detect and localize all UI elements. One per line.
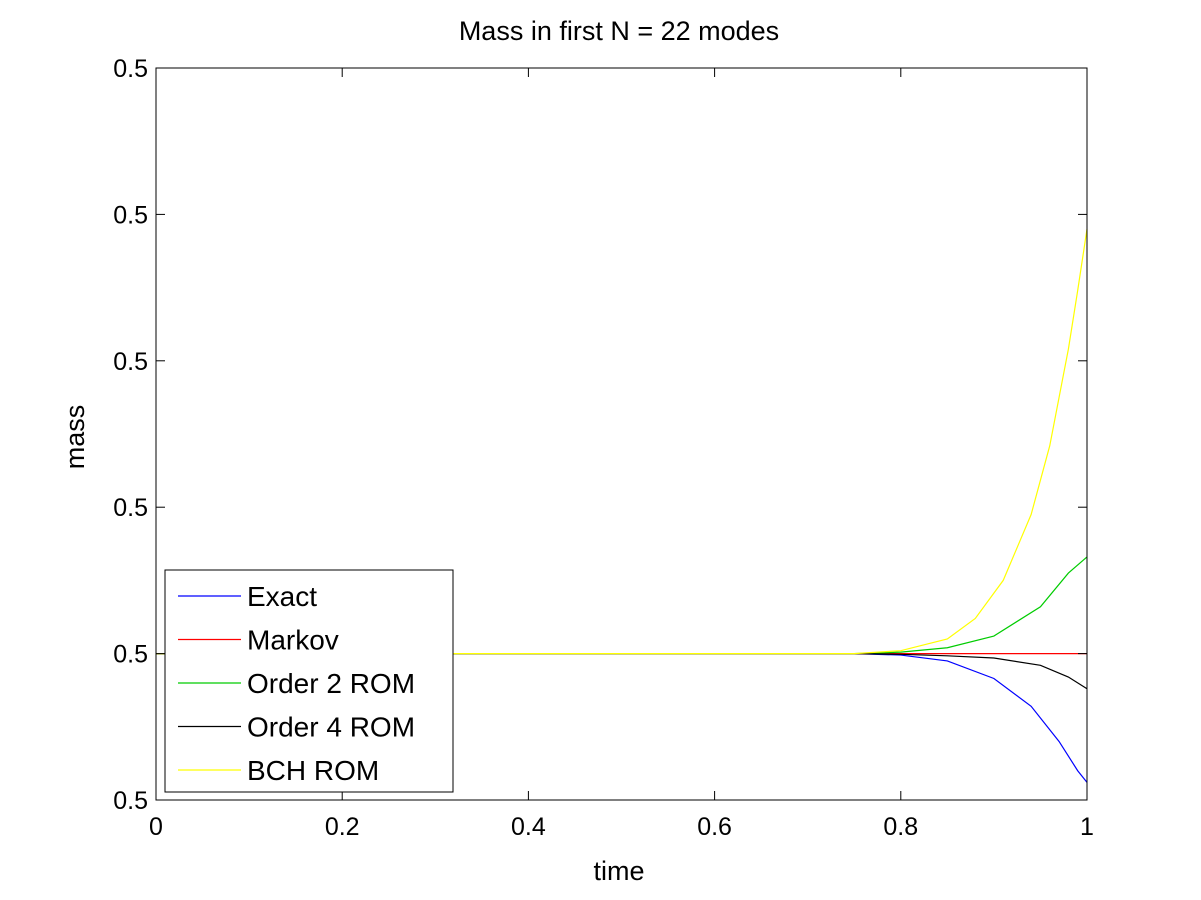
x-tick-label: 1 xyxy=(1080,813,1094,841)
ticks-layer: 0 0.2 0.4 0.6 0.8 1 0.5 0.5 0.5 0.5 0.5 0.5 xyxy=(113,55,1094,841)
y-tick-label: 0.5 xyxy=(113,348,148,376)
series-line-bch-rom xyxy=(156,228,1088,655)
x-tick-label: 0.2 xyxy=(325,813,360,841)
plot-frame xyxy=(155,67,1088,801)
legend-entry: Order 4 ROM xyxy=(247,712,415,743)
y-tick-label: 0.5 xyxy=(113,494,148,522)
y-tick-label: 0.5 xyxy=(113,55,148,83)
x-tick-label: 0.8 xyxy=(883,813,918,841)
x-tick-label: 0.4 xyxy=(511,813,546,841)
x-tick-label: 0 xyxy=(149,813,163,841)
x-axis-label: time xyxy=(593,856,644,886)
legend-entry: Exact xyxy=(247,581,317,612)
legend: Exact Markov Order 2 ROM Order 4 ROM BCH ROM xyxy=(164,569,454,793)
legend-entry: BCH ROM xyxy=(247,755,379,786)
x-tick-label: 0.6 xyxy=(697,813,732,841)
legend-box xyxy=(164,569,454,793)
legend-entry: Markov xyxy=(247,625,339,656)
y-tick-label: 0.5 xyxy=(113,641,148,669)
y-tick-label: 0.5 xyxy=(113,787,148,815)
y-tick-label: 0.5 xyxy=(113,201,148,229)
series-line-order-4-rom xyxy=(156,653,1088,690)
chart-title: Mass in first N = 22 modes xyxy=(459,16,779,46)
legend-entry: Order 2 ROM xyxy=(247,668,415,699)
series-layer xyxy=(156,228,1088,783)
y-axis-label: mass xyxy=(60,405,90,470)
